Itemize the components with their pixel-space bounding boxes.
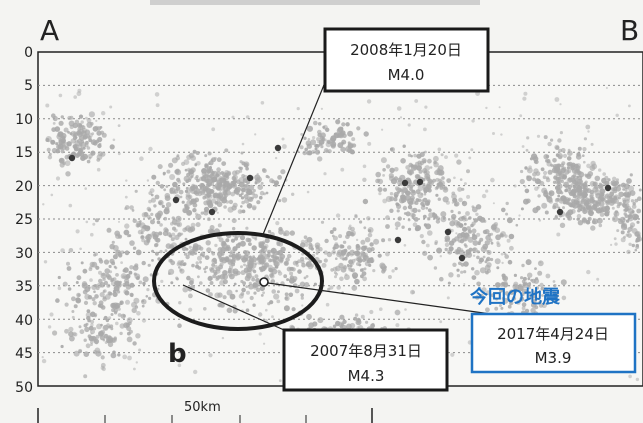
depth-axis: 0 5 10 15 20 25 30 35 40 45 50 — [15, 45, 33, 396]
current-event-caption: 今回の地震 — [470, 286, 561, 308]
depth-tick: 25 — [15, 212, 33, 228]
depth-tick: 30 — [15, 246, 33, 262]
current-event-marker — [259, 277, 269, 287]
seismicity-cloud — [41, 85, 643, 383]
event-date: 2017年4月24日 — [497, 325, 609, 343]
focus-ellipse — [152, 231, 324, 331]
distance-scale: 50km — [37, 400, 373, 423]
depth-tick: 45 — [15, 346, 33, 362]
callout-2008-event: 2008年1月20日 M4.0 — [323, 27, 490, 93]
depth-tick: 5 — [24, 78, 33, 94]
depth-tick: 10 — [15, 112, 33, 128]
cropped-caption — [150, 0, 480, 5]
leader-2017 — [267, 282, 499, 316]
section-end-label: B — [620, 14, 639, 47]
callout-2017-event: 2017年4月24日 M3.9 — [470, 312, 637, 374]
point-b-label: b — [168, 339, 187, 369]
event-magnitude: M4.0 — [388, 66, 425, 84]
depth-tick: 50 — [15, 380, 33, 396]
depth-tick: 35 — [15, 279, 33, 295]
large-event-markers — [68, 144, 612, 262]
leader-2007 — [182, 284, 285, 331]
depth-tick: 0 — [24, 45, 33, 61]
event-magnitude: M4.3 — [348, 367, 385, 385]
depth-tick: 40 — [15, 313, 33, 329]
leader-2008 — [261, 79, 327, 238]
event-magnitude: M3.9 — [535, 349, 572, 367]
event-date: 2008年1月20日 — [350, 41, 462, 59]
depth-tick: 15 — [15, 145, 33, 161]
section-start-label: A — [40, 14, 59, 47]
event-date: 2007年8月31日 — [310, 342, 422, 360]
callout-2007-event: 2007年8月31日 M4.3 — [282, 328, 449, 392]
scale-bar-label: 50km — [184, 400, 221, 415]
depth-tick: 20 — [15, 179, 33, 195]
